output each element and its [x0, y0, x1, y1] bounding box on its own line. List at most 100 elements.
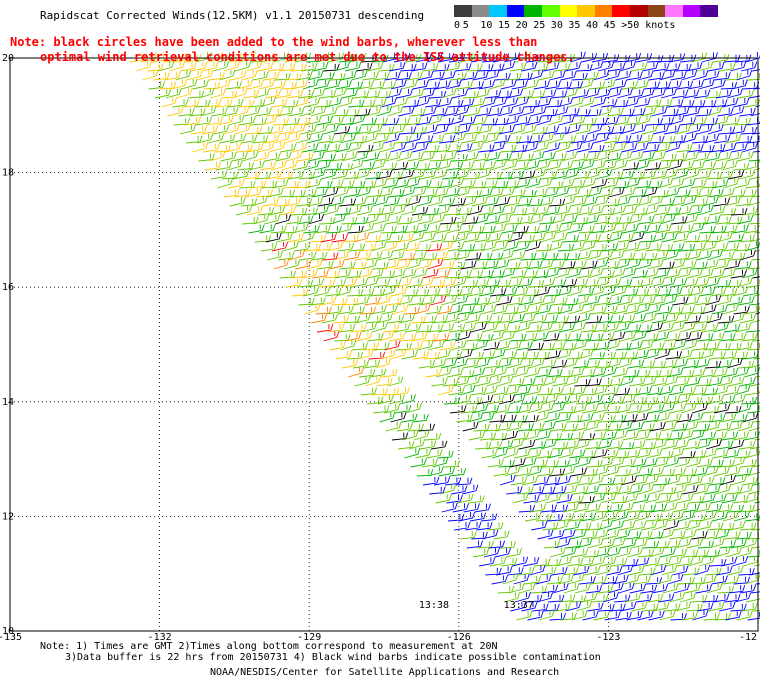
wind-barb: [680, 529, 697, 540]
wind-barb: [296, 279, 314, 288]
wind-barb: [534, 160, 551, 171]
wind-barb: [531, 188, 548, 198]
wind-barb: [525, 324, 543, 333]
wind-barb: [729, 394, 746, 405]
wind-barb: [726, 88, 743, 99]
wind-barb: [637, 70, 654, 81]
wind-barb: [410, 126, 428, 135]
wind-barb: [640, 376, 657, 387]
wind-barb: [349, 52, 367, 63]
wind-barb: [459, 52, 477, 63]
wind-barb: [513, 96, 530, 108]
wind-barb: [412, 351, 430, 360]
wind-barb: [603, 466, 620, 477]
wind-barb: [340, 70, 357, 81]
wind-barb: [681, 278, 699, 288]
wind-barb: [415, 179, 432, 189]
wind-barb: [507, 567, 524, 576]
wind-barb: [609, 268, 626, 279]
wind-barb: [359, 243, 377, 252]
wind-barb: [648, 277, 665, 288]
wind-barb: [582, 342, 599, 351]
wind-barb: [712, 385, 729, 396]
wind-barb: [635, 324, 653, 333]
wind-barb: [568, 304, 585, 315]
wind-barb: [573, 170, 591, 180]
wind-barb: [472, 71, 489, 81]
wind-barb: [431, 377, 448, 387]
wind-barb: [676, 413, 693, 423]
wind-barb: [562, 234, 580, 243]
wind-barb: [595, 296, 612, 306]
wind-barb: [468, 287, 485, 297]
wind-barb: [682, 214, 699, 225]
wind-barb: [201, 125, 219, 135]
wind-barb: [604, 278, 622, 288]
wind-barb: [523, 430, 540, 441]
wind-barb: [684, 377, 701, 387]
wind-barb: [724, 466, 741, 477]
wind-barb: [659, 70, 676, 81]
wind-barb: [674, 189, 691, 198]
wind-barb: [618, 108, 635, 117]
wind-barb: [416, 196, 433, 207]
wind-barb: [405, 195, 422, 207]
wind-barb: [260, 242, 278, 252]
wind-barb: [316, 52, 334, 63]
wind-barb: [731, 556, 749, 567]
wind-barb: [689, 242, 707, 252]
wind-barb: [352, 90, 370, 99]
wind-barb: [630, 521, 647, 531]
wind-barb: [686, 62, 703, 72]
wind-barb: [455, 477, 473, 486]
wind-barb: [387, 376, 404, 387]
wind-barb: [502, 241, 519, 252]
wind-barb: [712, 322, 730, 333]
wind-barb: [465, 521, 482, 531]
wind-barb: [360, 180, 377, 189]
wind-barb: [718, 395, 736, 405]
wind-barb: [410, 251, 427, 261]
wind-barb: [393, 179, 410, 189]
wind-barb: [674, 393, 691, 405]
wind-barb: [697, 476, 715, 486]
wind-barb: [700, 304, 717, 315]
wind-barb: [708, 206, 726, 216]
wind-barb: [589, 160, 606, 171]
wind-barb: [455, 207, 473, 216]
wind-barb: [348, 99, 365, 108]
wind-barb: [649, 88, 666, 99]
wind-barb: [750, 113, 760, 117]
wind-barb: [450, 340, 467, 351]
wind-barb: [735, 531, 752, 540]
wind-barb: [664, 475, 681, 486]
wind-barb: [549, 70, 566, 81]
wind-barb: [711, 511, 729, 522]
wind-barb: [301, 62, 318, 72]
wind-barb: [516, 610, 533, 621]
wind-barb: [158, 61, 175, 72]
wind-barb: [385, 215, 402, 225]
wind-barb: [670, 71, 687, 81]
wind-barb: [555, 413, 572, 423]
wind-barb: [387, 105, 404, 117]
wind-barb: [481, 385, 498, 396]
wind-barb: [630, 252, 647, 261]
wind-barb: [561, 423, 579, 432]
wind-barb: [290, 207, 308, 216]
wind-barb: [493, 197, 510, 207]
wind-barb: [487, 395, 505, 405]
wind-barb: [398, 313, 415, 324]
wind-barb: [748, 364, 760, 369]
wind-barb: [620, 601, 637, 612]
wind-barb: [567, 161, 585, 171]
wind-barb: [457, 224, 474, 234]
wind-barb: [565, 206, 583, 216]
wind-barb: [315, 306, 332, 315]
wind-barb: [668, 178, 685, 189]
wind-barb: [434, 349, 451, 360]
wind-barb: [247, 79, 264, 90]
wind-barb: [565, 475, 583, 486]
wind-barb: [516, 341, 533, 351]
wind-barb: [321, 313, 338, 324]
